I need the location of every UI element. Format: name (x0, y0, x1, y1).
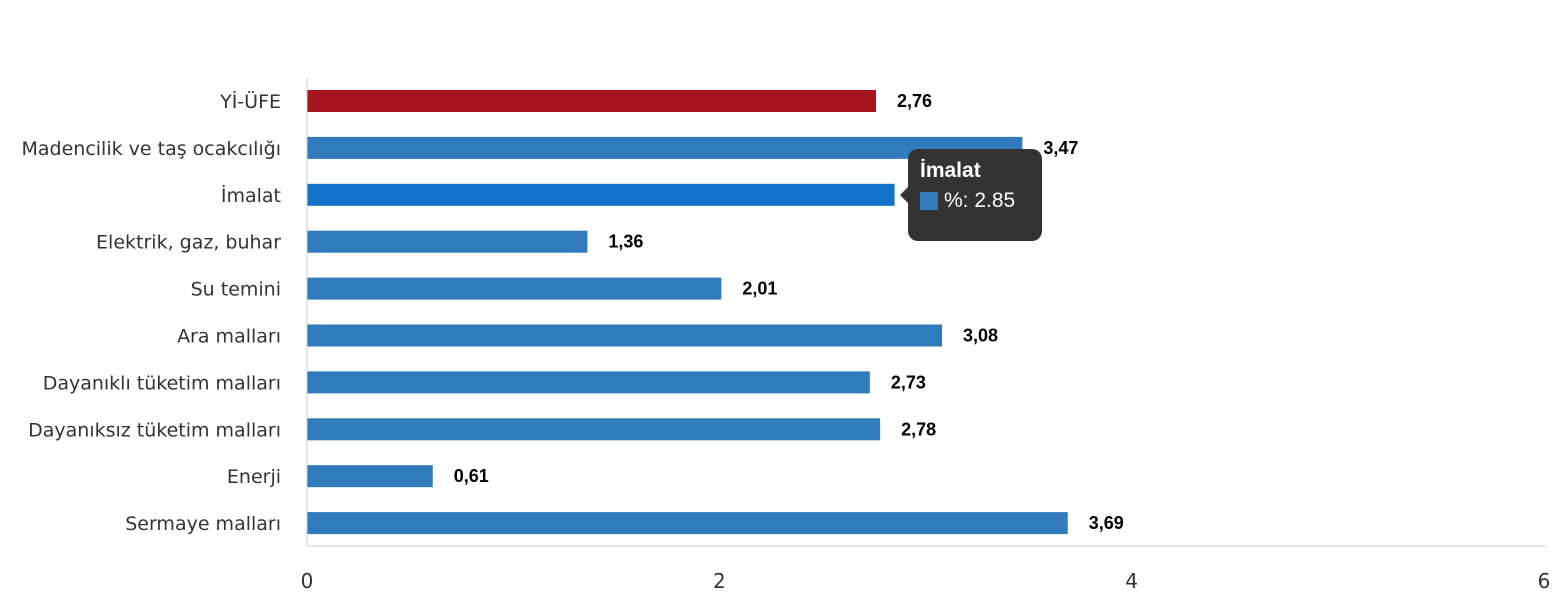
value-label-7: 2,78 (901, 419, 936, 439)
bar-7[interactable] (307, 418, 881, 441)
category-label-0: Yİ-ÜFE (219, 90, 281, 113)
category-label-3: Elektrik, gaz, buhar (96, 232, 281, 254)
bar-2[interactable] (307, 183, 895, 206)
category-label-2: İmalat (221, 184, 281, 207)
x-tick-label-1: 2 (713, 569, 726, 593)
bars-group (307, 90, 1068, 535)
x-tick-label-3: 6 (1538, 569, 1551, 593)
value-label-5: 3,08 (963, 326, 998, 346)
bar-3[interactable] (307, 230, 588, 253)
bar-9[interactable] (307, 512, 1068, 535)
bar-1[interactable] (307, 136, 1023, 159)
bar-6[interactable] (307, 371, 870, 394)
value-labels: 2,763,472,851,362,013,082,732,780,613,69 (454, 91, 1124, 533)
x-axis-ticks: 0 2 4 6 (301, 569, 1551, 593)
x-tick-label-0: 0 (301, 569, 314, 593)
category-label-8: Enerji (227, 466, 281, 488)
value-label-1: 3,47 (1043, 138, 1078, 158)
value-label-0: 2,76 (897, 91, 932, 111)
category-label-1: Madencilik ve taş ocakcılığı (22, 138, 282, 160)
bar-8[interactable] (307, 465, 433, 488)
category-label-6: Dayanıklı tüketim malları (43, 372, 281, 394)
bar-4[interactable] (307, 277, 722, 300)
category-label-4: Su temini (191, 279, 281, 301)
bar-0[interactable] (307, 90, 877, 112)
value-label-3: 1,36 (608, 232, 643, 252)
value-label-6: 2,73 (891, 372, 926, 392)
tooltip-value: %: 2.85 (944, 189, 1016, 212)
tooltip-row: %: 2.85 (920, 189, 1030, 213)
value-label-8: 0,61 (454, 466, 489, 486)
category-label-7: Dayanıksız tüketim malları (28, 419, 281, 441)
tooltip-swatch (920, 192, 938, 210)
value-label-4: 2,01 (742, 279, 777, 299)
x-tick-label-2: 4 (1125, 569, 1138, 593)
tooltip-title: İmalat (920, 159, 981, 182)
category-label-5: Ara malları (177, 326, 281, 348)
category-label-9: Sermaye malları (125, 513, 281, 535)
category-labels: Yİ-ÜFE Madencilik ve taş ocakcılığı İmalat… (22, 90, 282, 535)
bar-5[interactable] (307, 324, 942, 347)
tooltip: İmalat %: 2.85 (900, 149, 1042, 241)
value-label-9: 3,69 (1089, 513, 1124, 533)
